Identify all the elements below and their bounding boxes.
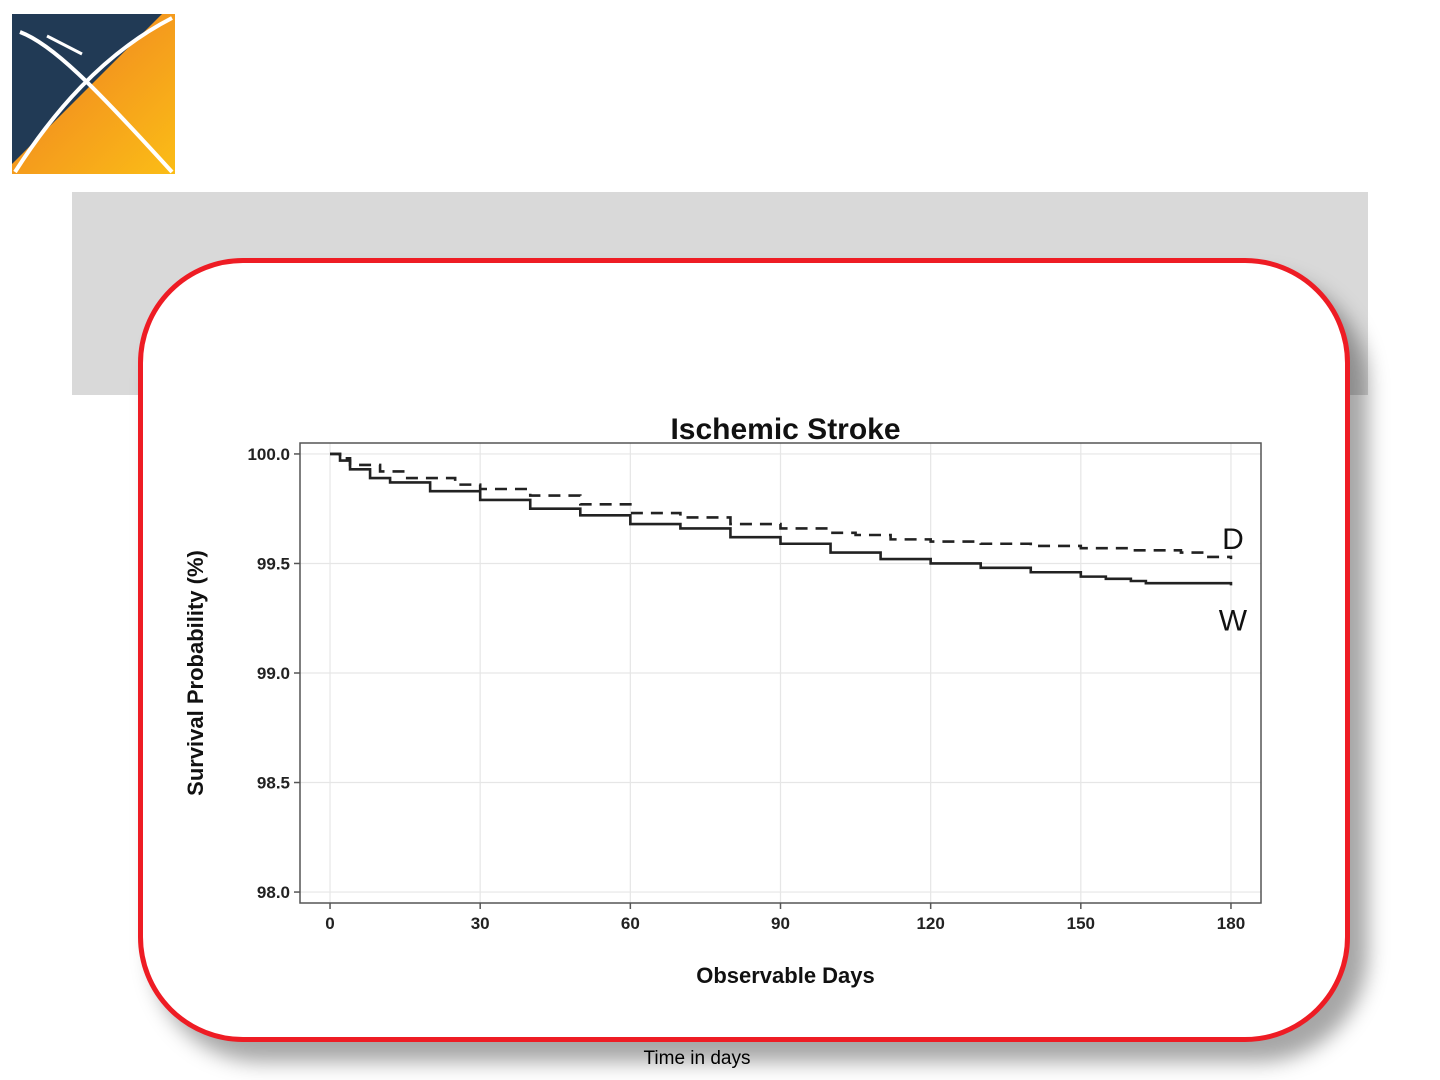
x-tick-label: 30 bbox=[471, 914, 490, 933]
y-tick-label: 100.0 bbox=[247, 445, 290, 464]
y-tick-label: 99.0 bbox=[257, 664, 290, 683]
series-label-w: W bbox=[1219, 604, 1248, 637]
x-tick-label: 150 bbox=[1067, 914, 1095, 933]
x-axis-label: Observable Days bbox=[696, 963, 875, 988]
x-tick-label: 90 bbox=[771, 914, 790, 933]
chart-card: 0 30 60 90 120 150 180 98.0 98.5 99.0 99.5 100.0 D W I… bbox=[138, 258, 1350, 1042]
survival-chart: 0 30 60 90 120 150 180 98.0 98.5 99.0 99.5 100.0 D W I… bbox=[183, 413, 1262, 988]
y-tick-label: 98.5 bbox=[257, 774, 290, 793]
series-label-d: D bbox=[1222, 523, 1244, 556]
chart-title: Ischemic Stroke bbox=[670, 413, 900, 446]
y-tick-label: 98.0 bbox=[257, 883, 290, 902]
x-tick-label: 0 bbox=[325, 914, 334, 933]
x-tick-label: 180 bbox=[1217, 914, 1245, 933]
ohdsi-logo bbox=[12, 14, 175, 174]
series-line-d bbox=[330, 452, 1233, 560]
y-tick-label: 99.5 bbox=[257, 554, 290, 573]
y-axis-label: Survival Probability (%) bbox=[183, 550, 208, 796]
series-line-w bbox=[330, 452, 1233, 586]
x-tick-label: 120 bbox=[916, 914, 944, 933]
caption: Time in days bbox=[643, 1048, 751, 1069]
x-tick-label: 60 bbox=[621, 914, 640, 933]
